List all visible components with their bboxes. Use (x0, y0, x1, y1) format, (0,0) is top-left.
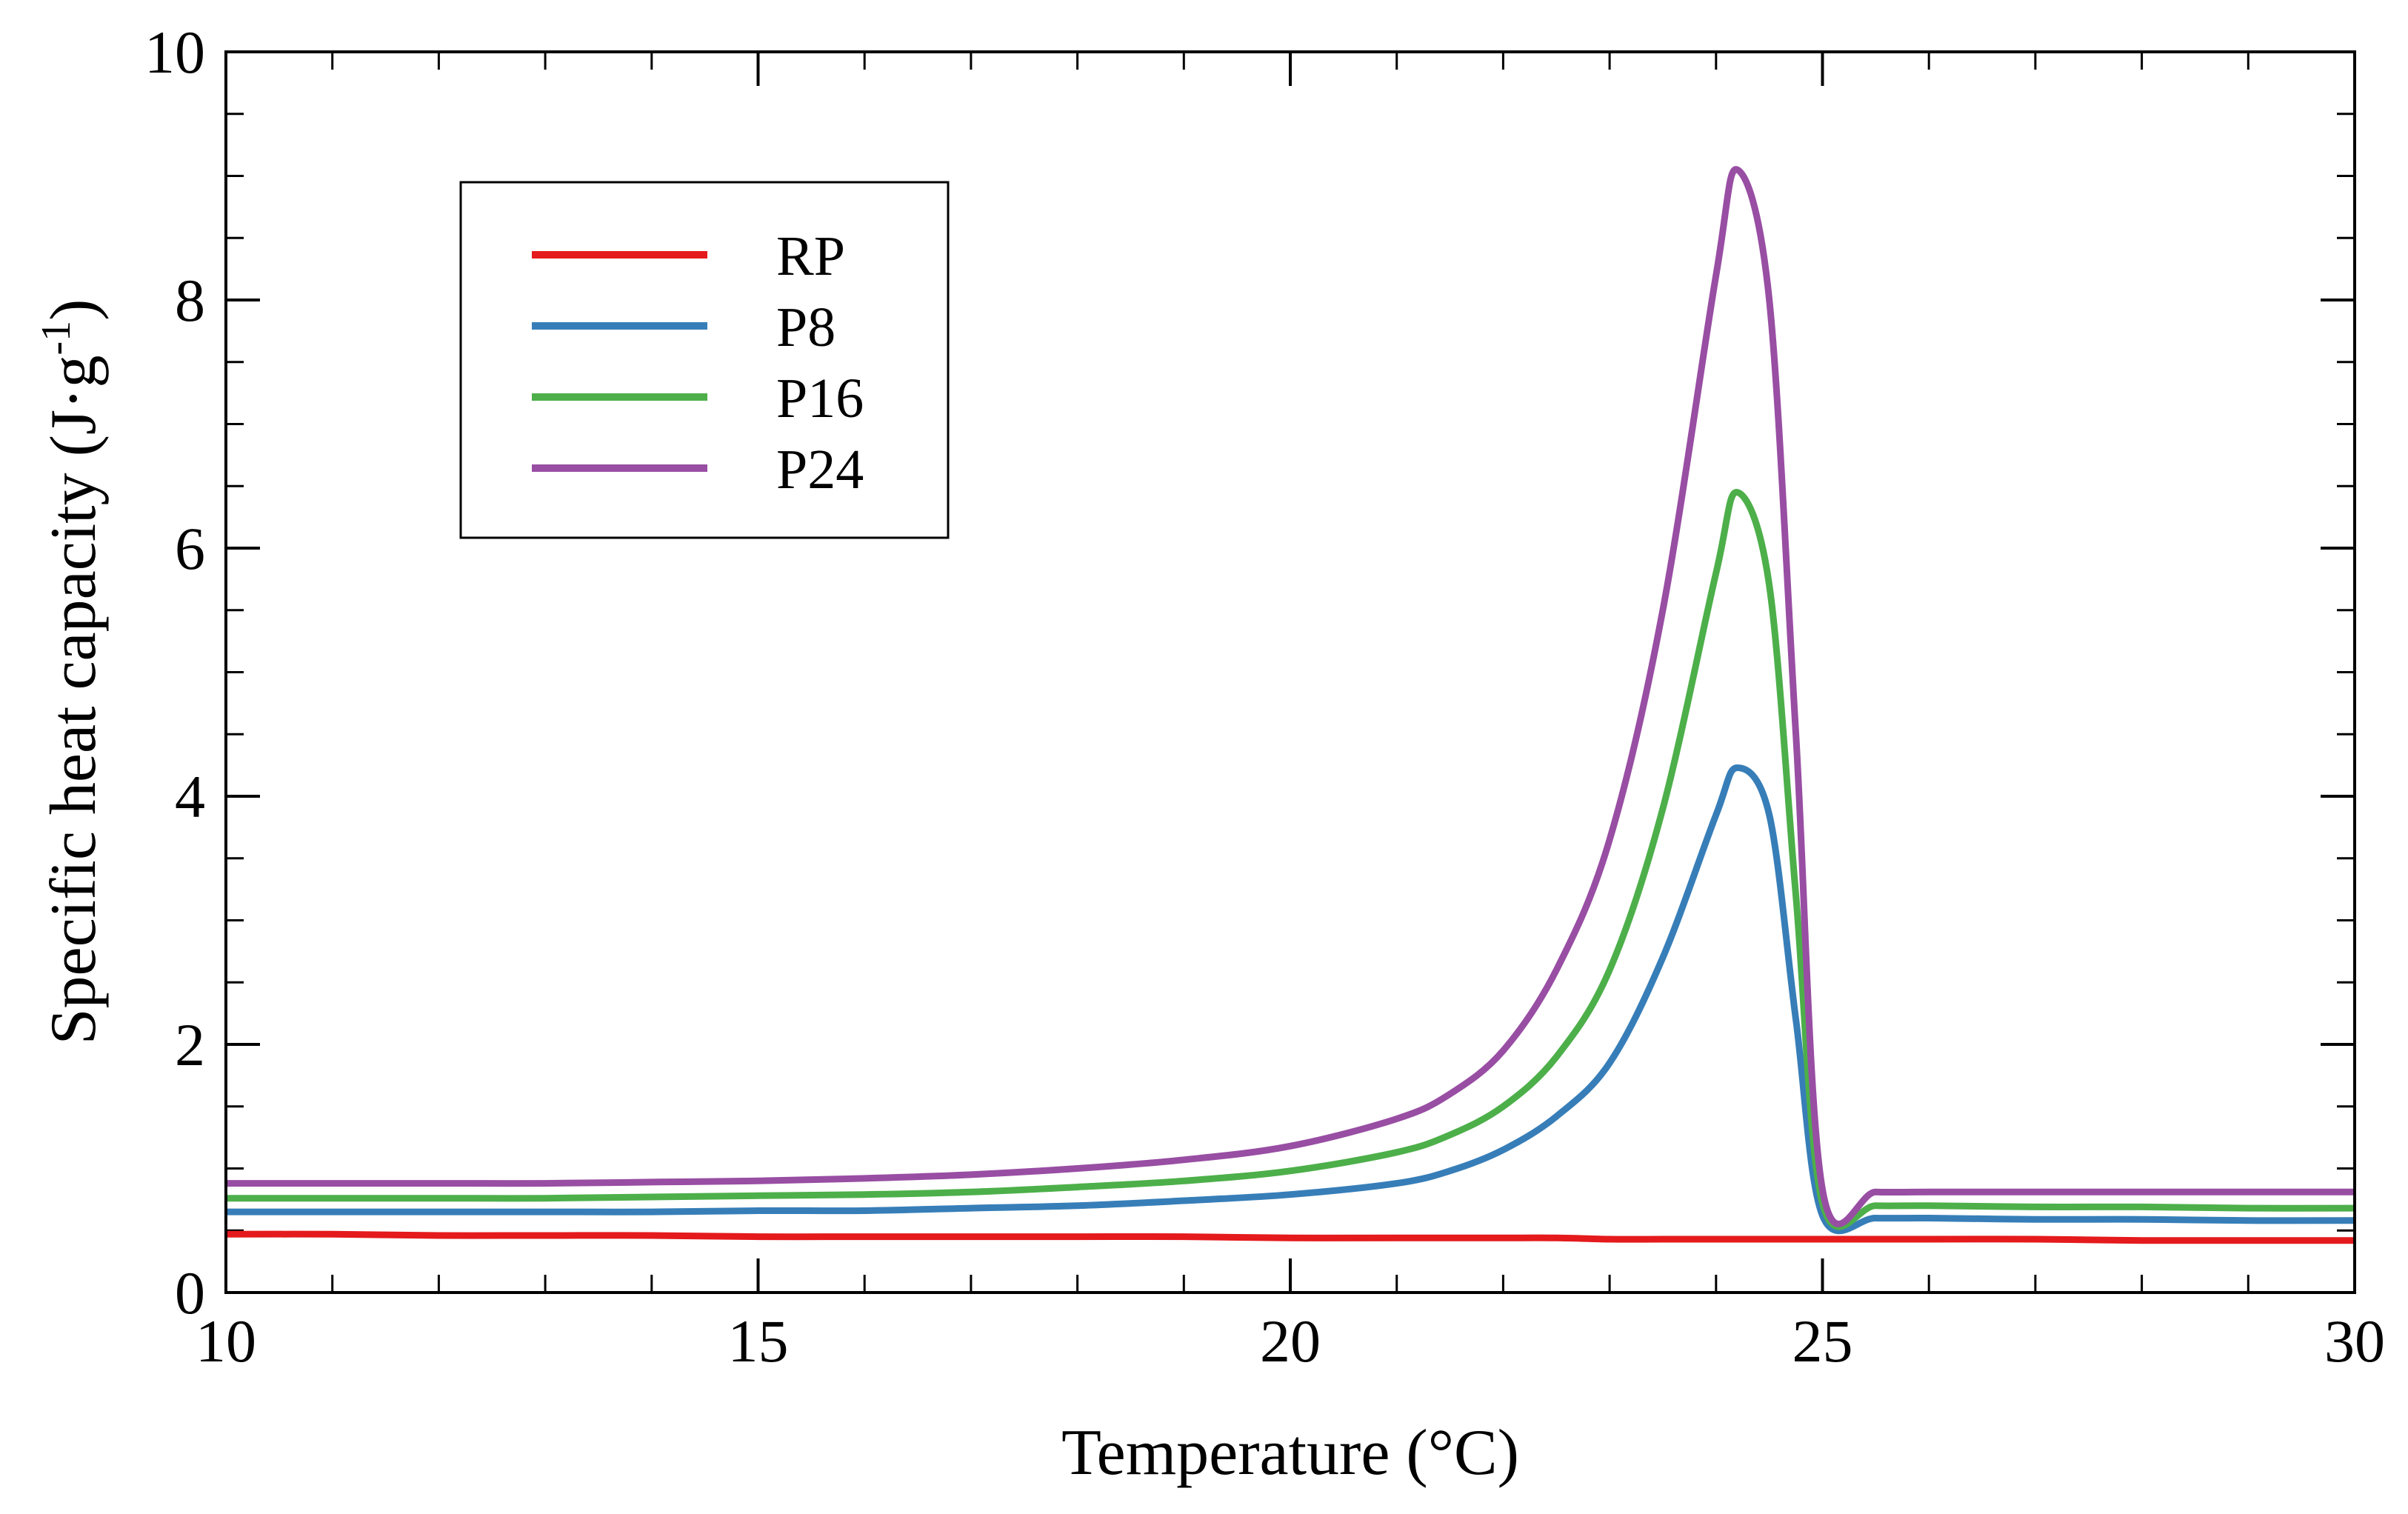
series-line-rp (226, 1230, 2355, 1244)
legend-box (459, 181, 950, 539)
legend-label-p8: P8 (776, 296, 836, 359)
y-axis-title-close: ) (38, 299, 110, 321)
y-axis-title: Specific heat capacity (J·g-1) (33, 299, 110, 1045)
legend-label-p16: P16 (776, 367, 864, 430)
series-line-p16 (226, 489, 2355, 1230)
x-tick-label: 10 (196, 1307, 256, 1375)
y-axis-title-main: Specific heat capacity (J·g (38, 356, 110, 1045)
y-tick-label: 8 (175, 267, 205, 334)
x-tick-label: 15 (728, 1307, 789, 1375)
minor-ticks (226, 52, 2355, 1293)
y-tick-label: 4 (175, 763, 205, 830)
series-line-p24 (226, 166, 2355, 1227)
legend-label-rp: RP (776, 225, 845, 287)
y-tick-labels: 0 2 4 6 8 10 (144, 19, 205, 1327)
y-tick-label: 6 (175, 515, 205, 582)
legend: RP P8 P16 P24 (459, 181, 950, 539)
y-tick-label: 10 (144, 19, 205, 86)
series-lines (226, 166, 2355, 1244)
y-axis-title-superscript: -1 (33, 321, 79, 356)
plot-frame (224, 50, 2356, 1294)
x-axis-title: Temperature (°C) (1061, 1417, 1519, 1489)
legend-label-p24: P24 (776, 438, 864, 501)
y-tick-label: 0 (175, 1259, 205, 1327)
x-tick-labels: 10 15 20 25 30 (196, 1307, 2385, 1375)
x-tick-label: 25 (1792, 1307, 1853, 1375)
y-tick-label: 2 (175, 1011, 205, 1078)
plot-area (226, 166, 2355, 1244)
series-line-p8 (226, 764, 2355, 1235)
x-tick-label: 20 (1260, 1307, 1321, 1375)
x-tick-label: 30 (2324, 1307, 2385, 1375)
